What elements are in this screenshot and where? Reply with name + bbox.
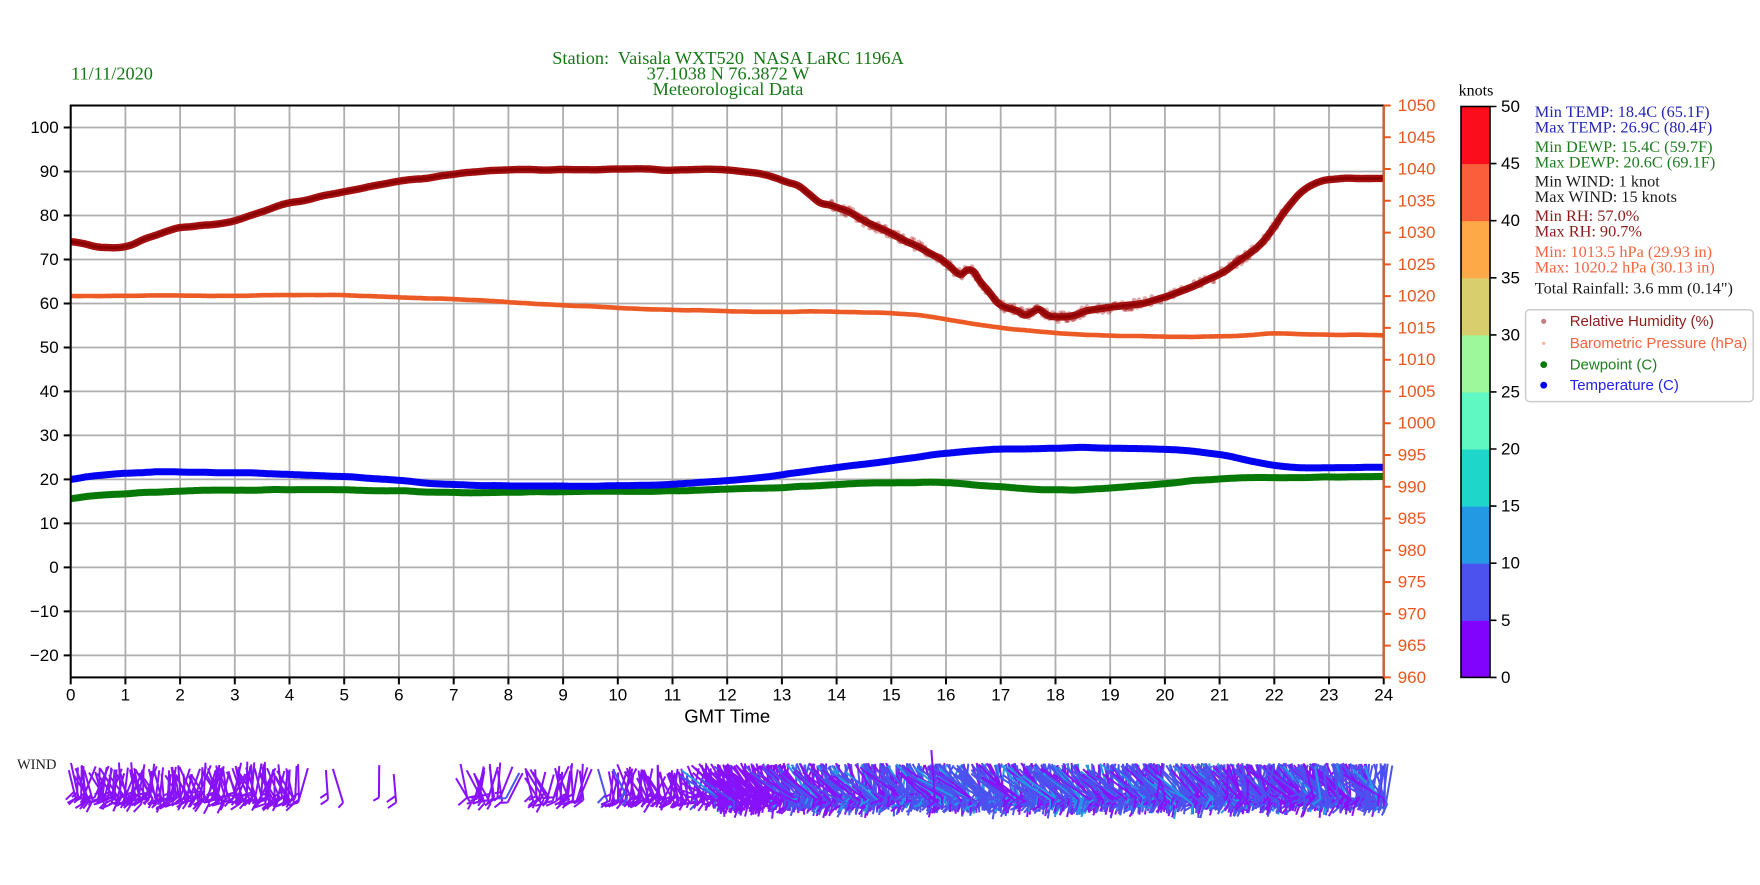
svg-text:Max DEWP: 20.6C (69.1F): Max DEWP: 20.6C (69.1F) bbox=[1535, 152, 1715, 171]
svg-text:1050: 1050 bbox=[1398, 96, 1436, 115]
svg-text:5: 5 bbox=[1501, 611, 1510, 630]
svg-text:70: 70 bbox=[40, 250, 59, 269]
svg-text:16: 16 bbox=[937, 685, 956, 704]
svg-text:6: 6 bbox=[394, 685, 403, 704]
svg-text:Total Rainfall: 3.6 mm (0.14"): Total Rainfall: 3.6 mm (0.14") bbox=[1535, 279, 1733, 298]
svg-text:11/11/2020: 11/11/2020 bbox=[71, 64, 153, 84]
svg-text:1020: 1020 bbox=[1398, 287, 1436, 306]
svg-text:980: 980 bbox=[1398, 541, 1426, 560]
svg-text:40: 40 bbox=[40, 382, 59, 401]
svg-text:8: 8 bbox=[504, 685, 513, 704]
svg-text:975: 975 bbox=[1398, 573, 1426, 592]
svg-text:24: 24 bbox=[1374, 685, 1393, 704]
svg-text:990: 990 bbox=[1398, 477, 1426, 496]
svg-text:20: 20 bbox=[1155, 685, 1174, 704]
svg-text:45: 45 bbox=[1501, 154, 1520, 173]
svg-text:970: 970 bbox=[1398, 604, 1426, 623]
svg-text:23: 23 bbox=[1320, 685, 1339, 704]
svg-text:3: 3 bbox=[230, 685, 239, 704]
svg-text:12: 12 bbox=[718, 685, 737, 704]
svg-text:7: 7 bbox=[449, 685, 458, 704]
svg-text:17: 17 bbox=[991, 685, 1010, 704]
svg-text:Min RH: 57.0%: Min RH: 57.0% bbox=[1535, 206, 1639, 225]
svg-text:50: 50 bbox=[40, 338, 59, 357]
svg-text:10: 10 bbox=[608, 685, 627, 704]
svg-text:GMT Time: GMT Time bbox=[684, 706, 770, 727]
svg-text:10: 10 bbox=[40, 514, 59, 533]
svg-text:Dewpoint (C): Dewpoint (C) bbox=[1570, 356, 1658, 373]
svg-text:Min WIND: 1 knot: Min WIND: 1 knot bbox=[1535, 172, 1660, 191]
svg-text:0: 0 bbox=[66, 685, 75, 704]
svg-text:0: 0 bbox=[49, 558, 58, 577]
svg-text:40: 40 bbox=[1501, 211, 1520, 230]
svg-text:985: 985 bbox=[1398, 509, 1426, 528]
svg-text:knots: knots bbox=[1459, 83, 1494, 100]
svg-text:50: 50 bbox=[1501, 97, 1520, 116]
svg-text:25: 25 bbox=[1501, 382, 1520, 401]
svg-text:Max WIND: 15 knots: Max WIND: 15 knots bbox=[1535, 187, 1677, 206]
svg-text:1: 1 bbox=[121, 685, 130, 704]
svg-text:37.1038 N 76.3872 W: 37.1038 N 76.3872 W bbox=[647, 64, 810, 84]
svg-text:Relative Humidity (%): Relative Humidity (%) bbox=[1570, 313, 1714, 330]
svg-text:Station: Vaisala WXT520 NASA: Station: Vaisala WXT520 NASA LaRC 1196A bbox=[552, 48, 904, 68]
svg-text:Min TEMP: 18.4C (65.1F): Min TEMP: 18.4C (65.1F) bbox=[1535, 102, 1710, 121]
svg-text:15: 15 bbox=[882, 685, 901, 704]
svg-text:Max TEMP: 26.9C (80.4F): Max TEMP: 26.9C (80.4F) bbox=[1535, 117, 1712, 136]
svg-text:0: 0 bbox=[1501, 668, 1510, 687]
svg-text:1025: 1025 bbox=[1398, 255, 1436, 274]
svg-text:2: 2 bbox=[175, 685, 184, 704]
svg-text:9: 9 bbox=[558, 685, 567, 704]
svg-text:14: 14 bbox=[827, 685, 846, 704]
svg-text:10: 10 bbox=[1501, 554, 1520, 573]
svg-text:90: 90 bbox=[40, 162, 59, 181]
svg-text:1035: 1035 bbox=[1398, 191, 1436, 210]
svg-text:Max RH: 90.7%: Max RH: 90.7% bbox=[1535, 222, 1642, 241]
svg-text:1030: 1030 bbox=[1398, 223, 1436, 242]
svg-text:60: 60 bbox=[40, 294, 59, 313]
svg-text:30: 30 bbox=[1501, 325, 1520, 344]
svg-text:965: 965 bbox=[1398, 636, 1426, 655]
svg-text:13: 13 bbox=[772, 685, 791, 704]
svg-text:20: 20 bbox=[1501, 440, 1520, 459]
svg-text:WIND: WIND bbox=[17, 757, 56, 773]
svg-text:995: 995 bbox=[1398, 446, 1426, 465]
svg-text:15: 15 bbox=[1501, 497, 1520, 516]
svg-text:100: 100 bbox=[30, 118, 58, 137]
svg-text:35: 35 bbox=[1501, 268, 1520, 287]
svg-text:960: 960 bbox=[1398, 668, 1426, 687]
svg-text:1000: 1000 bbox=[1398, 414, 1436, 433]
svg-text:1015: 1015 bbox=[1398, 318, 1436, 337]
svg-text:80: 80 bbox=[40, 206, 59, 225]
svg-text:30: 30 bbox=[40, 426, 59, 445]
svg-text:1005: 1005 bbox=[1398, 382, 1436, 401]
svg-text:19: 19 bbox=[1101, 685, 1120, 704]
svg-text:Min: 1013.5 hPa (29.93 in): Min: 1013.5 hPa (29.93 in) bbox=[1535, 242, 1712, 261]
svg-text:22: 22 bbox=[1265, 685, 1284, 704]
svg-text:5: 5 bbox=[339, 685, 348, 704]
svg-text:Min DEWP: 15.4C (59.7F): Min DEWP: 15.4C (59.7F) bbox=[1535, 137, 1713, 156]
svg-text:4: 4 bbox=[285, 685, 294, 704]
svg-text:1045: 1045 bbox=[1398, 128, 1436, 147]
svg-text:Barometric Pressure (hPa): Barometric Pressure (hPa) bbox=[1570, 335, 1748, 352]
svg-text:20: 20 bbox=[40, 470, 59, 489]
svg-text:Temperature (C): Temperature (C) bbox=[1570, 377, 1679, 394]
svg-text:18: 18 bbox=[1046, 685, 1065, 704]
svg-text:21: 21 bbox=[1210, 685, 1229, 704]
svg-text:−20: −20 bbox=[30, 646, 59, 665]
svg-text:−10: −10 bbox=[30, 602, 59, 621]
svg-text:1040: 1040 bbox=[1398, 160, 1436, 179]
svg-text:Max: 1020.2 hPa (30.13 in): Max: 1020.2 hPa (30.13 in) bbox=[1535, 258, 1715, 277]
svg-text:11: 11 bbox=[664, 685, 682, 704]
svg-text:Meteorological Data: Meteorological Data bbox=[653, 79, 804, 99]
svg-text:1010: 1010 bbox=[1398, 350, 1436, 369]
